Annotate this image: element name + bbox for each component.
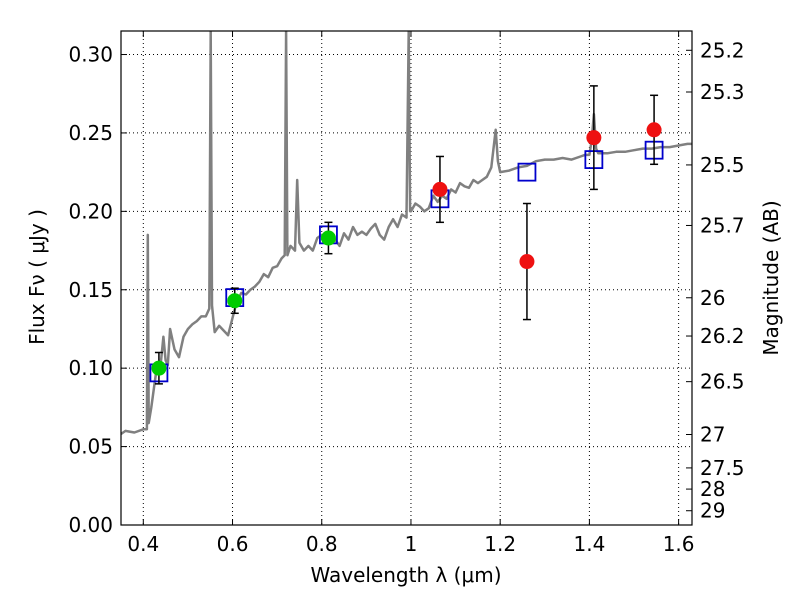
photometry-point bbox=[151, 360, 167, 376]
y-tick-label: 0.00 bbox=[68, 513, 113, 537]
y-axis-label: Flux Fν ( μJy ) bbox=[25, 209, 49, 345]
spectrum-series bbox=[121, 31, 692, 436]
right-tick-label: 29 bbox=[700, 499, 725, 523]
x-tick-label: 1.4 bbox=[573, 532, 605, 556]
x-axis-label: Wavelength λ (μm) bbox=[310, 563, 501, 587]
y-tick-label: 0.20 bbox=[68, 199, 113, 223]
right-tick-label: 25.3 bbox=[700, 80, 745, 104]
right-tick-label: 28 bbox=[700, 477, 725, 501]
photometry-point bbox=[519, 254, 535, 270]
x-tick-label: 1 bbox=[405, 532, 418, 556]
plot-frame bbox=[120, 30, 693, 526]
x-tick-label: 1.6 bbox=[663, 532, 695, 556]
right-tick-label: 26.5 bbox=[700, 370, 745, 394]
photometry-point bbox=[227, 293, 243, 309]
y-tick-label: 0.10 bbox=[68, 356, 113, 380]
y-tick-label: 0.25 bbox=[68, 121, 113, 145]
right-tick-label: 25.5 bbox=[700, 153, 745, 177]
spectrum-line bbox=[121, 31, 692, 436]
right-tick-label: 26.2 bbox=[700, 324, 745, 348]
tick-marks bbox=[121, 31, 692, 526]
right-axis-label: Magnitude (AB) bbox=[759, 200, 783, 355]
y-tick-label: 0.05 bbox=[68, 435, 113, 459]
photometry-point bbox=[646, 122, 662, 138]
photometry-point bbox=[586, 130, 602, 146]
right-tick-label: 27.5 bbox=[700, 456, 745, 480]
photometry-point bbox=[432, 181, 448, 197]
right-tick-label: 25.7 bbox=[700, 213, 745, 237]
data-markers bbox=[149, 85, 664, 385]
x-tick-label: 1.2 bbox=[484, 532, 516, 556]
y-tick-label: 0.15 bbox=[68, 278, 113, 302]
grid-lines bbox=[121, 31, 692, 526]
tick-labels: 0.4 0.6 0.8 1 1.2 1.4 1.6 0.00 0.05 0.10 0.15 0.20 0… bbox=[68, 38, 744, 556]
x-tick-label: 0.6 bbox=[217, 532, 249, 556]
right-tick-label: 27 bbox=[700, 423, 725, 447]
x-tick-label: 0.8 bbox=[306, 532, 338, 556]
photometry-point bbox=[320, 230, 336, 246]
model-square-marker bbox=[517, 162, 537, 182]
y-tick-label: 0.30 bbox=[68, 43, 113, 67]
right-tick-label: 25.2 bbox=[700, 38, 745, 62]
right-tick-label: 26 bbox=[700, 286, 725, 310]
axes bbox=[120, 30, 693, 526]
x-tick-label: 0.4 bbox=[127, 532, 159, 556]
